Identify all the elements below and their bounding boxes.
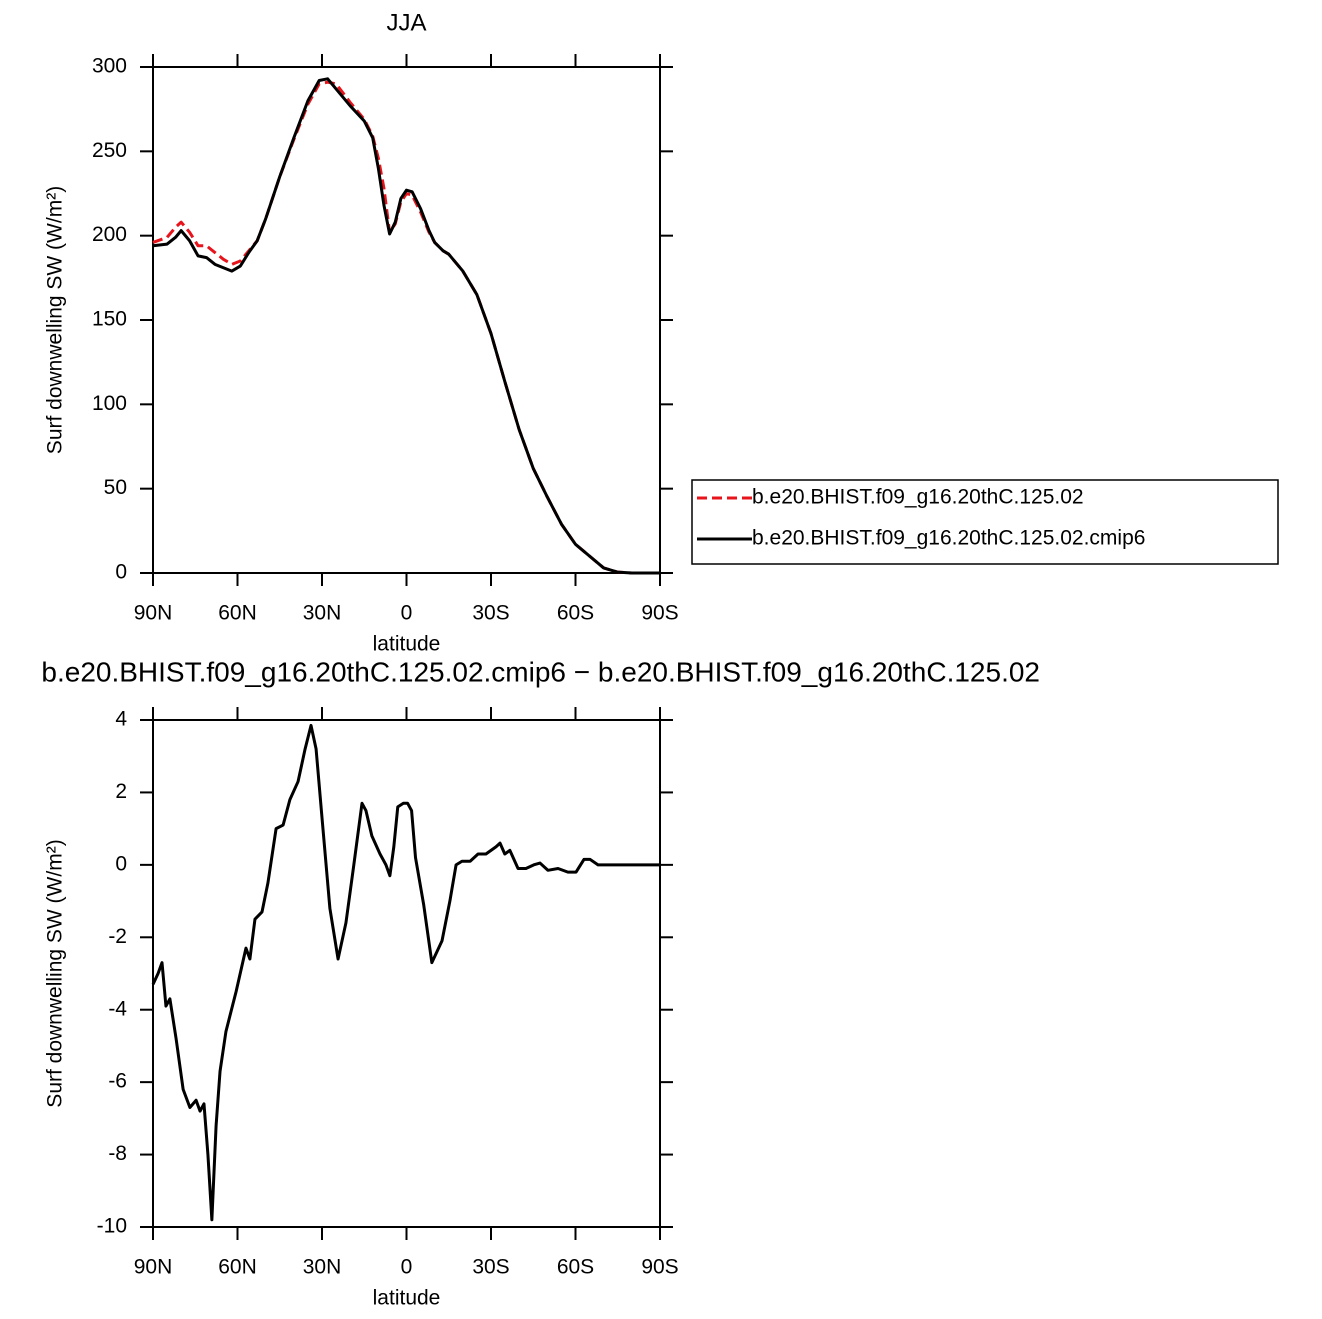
x-tick-label: 30N bbox=[303, 602, 342, 625]
plot-frame bbox=[152, 719, 661, 1228]
y-tick-label: -2 bbox=[108, 925, 127, 948]
x-tick-label: 60N bbox=[218, 1256, 257, 1279]
y-tick-label: 0 bbox=[115, 852, 127, 875]
y-tick-label: -10 bbox=[97, 1215, 127, 1238]
legend-label: b.e20.BHIST.f09_g16.20thC.125.02.cmip6 bbox=[752, 527, 1145, 550]
x-tick-label: 90S bbox=[641, 602, 678, 625]
plot-frame bbox=[152, 66, 661, 574]
line-series bbox=[152, 80, 660, 575]
x-tick-label: 60N bbox=[218, 602, 257, 625]
x-tick-label: 90S bbox=[641, 1256, 678, 1279]
line-series bbox=[152, 77, 660, 575]
legend-label: b.e20.BHIST.f09_g16.20thC.125.02 bbox=[752, 486, 1084, 509]
x-tick-label: 0 bbox=[401, 1256, 413, 1279]
y-tick-label: 100 bbox=[92, 392, 127, 415]
x-tick-label: 90N bbox=[134, 1256, 173, 1279]
y-tick-label: 150 bbox=[92, 308, 127, 331]
y-tick-label: 4 bbox=[115, 708, 127, 731]
x-tick-label: 0 bbox=[401, 602, 413, 625]
y-tick-label: -8 bbox=[108, 1142, 127, 1165]
y-tick-label: 300 bbox=[92, 55, 127, 78]
y-tick-label: 200 bbox=[92, 223, 127, 246]
y-tick-label: 2 bbox=[115, 780, 127, 803]
x-tick-label: 60S bbox=[557, 1256, 594, 1279]
legend-box bbox=[691, 479, 1279, 565]
y-tick-label: 50 bbox=[104, 476, 127, 499]
x-tick-label: 30S bbox=[472, 1256, 509, 1279]
y-tick-label: 0 bbox=[115, 561, 127, 584]
chart-title: JJA bbox=[386, 9, 426, 36]
x-tick-label: 30N bbox=[303, 1256, 342, 1279]
x-tick-label: 90N bbox=[134, 602, 173, 625]
x-tick-label: 60S bbox=[557, 602, 594, 625]
panel: JJA 0 50 100 150 200 250 300 90N 60N 30N 0 30S 60S 90S… bbox=[44, 9, 1279, 656]
panel: b.e20.BHIST.f09_g16.20thC.125.02.cmip6 −… bbox=[41, 656, 1040, 1309]
y-tick-label: -6 bbox=[108, 1070, 127, 1093]
legend: b.e20.BHIST.f09_g16.20thC.125.02 b.e20.BH… bbox=[691, 479, 1279, 565]
line-series bbox=[151, 723, 660, 1222]
chart-title: b.e20.BHIST.f09_g16.20thC.125.02.cmip6 −… bbox=[41, 656, 1040, 687]
x-axis-label: latitude bbox=[373, 1287, 441, 1310]
x-tick-label: 30S bbox=[472, 602, 509, 625]
y-axis-label: Surf downwelling SW (W/m²) bbox=[44, 186, 67, 454]
y-tick-label: 250 bbox=[92, 139, 127, 162]
x-axis-label: latitude bbox=[373, 633, 441, 656]
y-tick-label: -4 bbox=[108, 997, 127, 1020]
y-axis-label: Surf downwelling SW (W/m²) bbox=[44, 839, 67, 1107]
